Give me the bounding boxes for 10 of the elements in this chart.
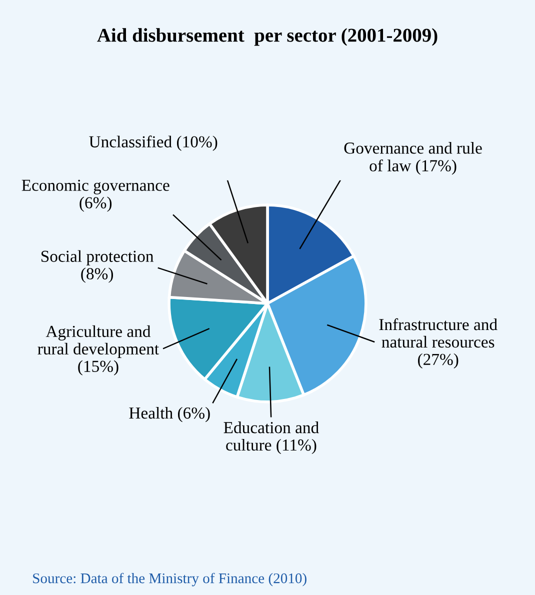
slice-label: Unclassified (10%) [89, 136, 218, 151]
slice-label: Economic governance (6%) [22, 180, 170, 212]
chart-title: Aid disbursement per sector (2001-2009) [97, 28, 438, 46]
slice-label: Governance and rule of law (17%) [344, 142, 482, 175]
source-note: Source: Data of the Ministry of Finance (2010) [33, 572, 306, 586]
slice-label: Agriculture and rural development (15%) [38, 325, 159, 376]
slice-label: Infrastructure and natural resources (27%) [379, 318, 498, 368]
slice-label: Social protection (8%) [41, 250, 154, 283]
slice-label: Education and culture (11%) [224, 422, 319, 454]
slice-label: Health (6%) [129, 406, 210, 422]
